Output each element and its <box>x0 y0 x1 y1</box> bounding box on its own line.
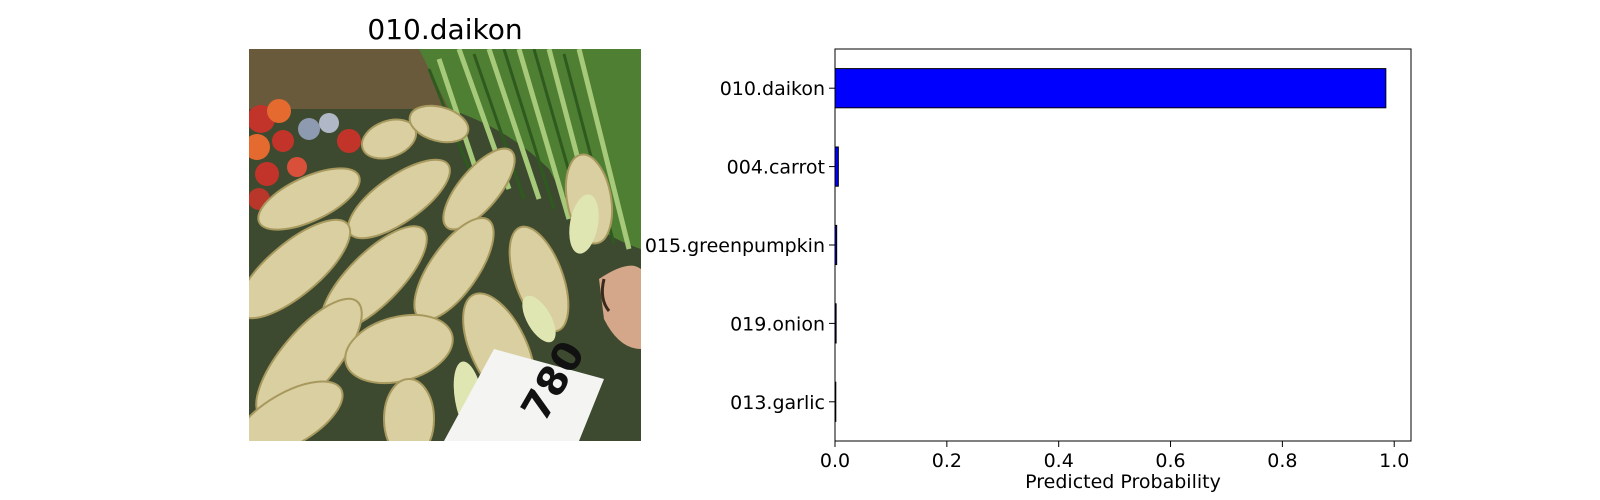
x-axis-label: Predicted Probability <box>1025 471 1221 493</box>
y-tick-label: 019.onion <box>730 313 825 335</box>
y-tick-label: 004.carrot <box>727 157 825 179</box>
x-tick-label: 0.2 <box>932 450 962 472</box>
x-tick-label: 0.8 <box>1267 450 1297 472</box>
bar-004.carrot <box>834 146 839 187</box>
x-tick-label: 1.0 <box>1379 450 1409 472</box>
y-tick-label: 015.greenpumpkin <box>645 235 825 257</box>
daikon-photo: 780 <box>249 49 641 441</box>
x-tick-label: 0.6 <box>1155 450 1185 472</box>
x-tick-label: 0.4 <box>1044 450 1074 472</box>
y-tick-label: 013.garlic <box>730 392 825 414</box>
y-tick-label: 010.daikon <box>720 78 825 100</box>
bar-010.daikon <box>834 68 1387 109</box>
price-sign: 780 <box>444 334 604 441</box>
image-title: 010.daikon <box>367 13 523 46</box>
x-tick-label: 0.0 <box>820 450 850 472</box>
